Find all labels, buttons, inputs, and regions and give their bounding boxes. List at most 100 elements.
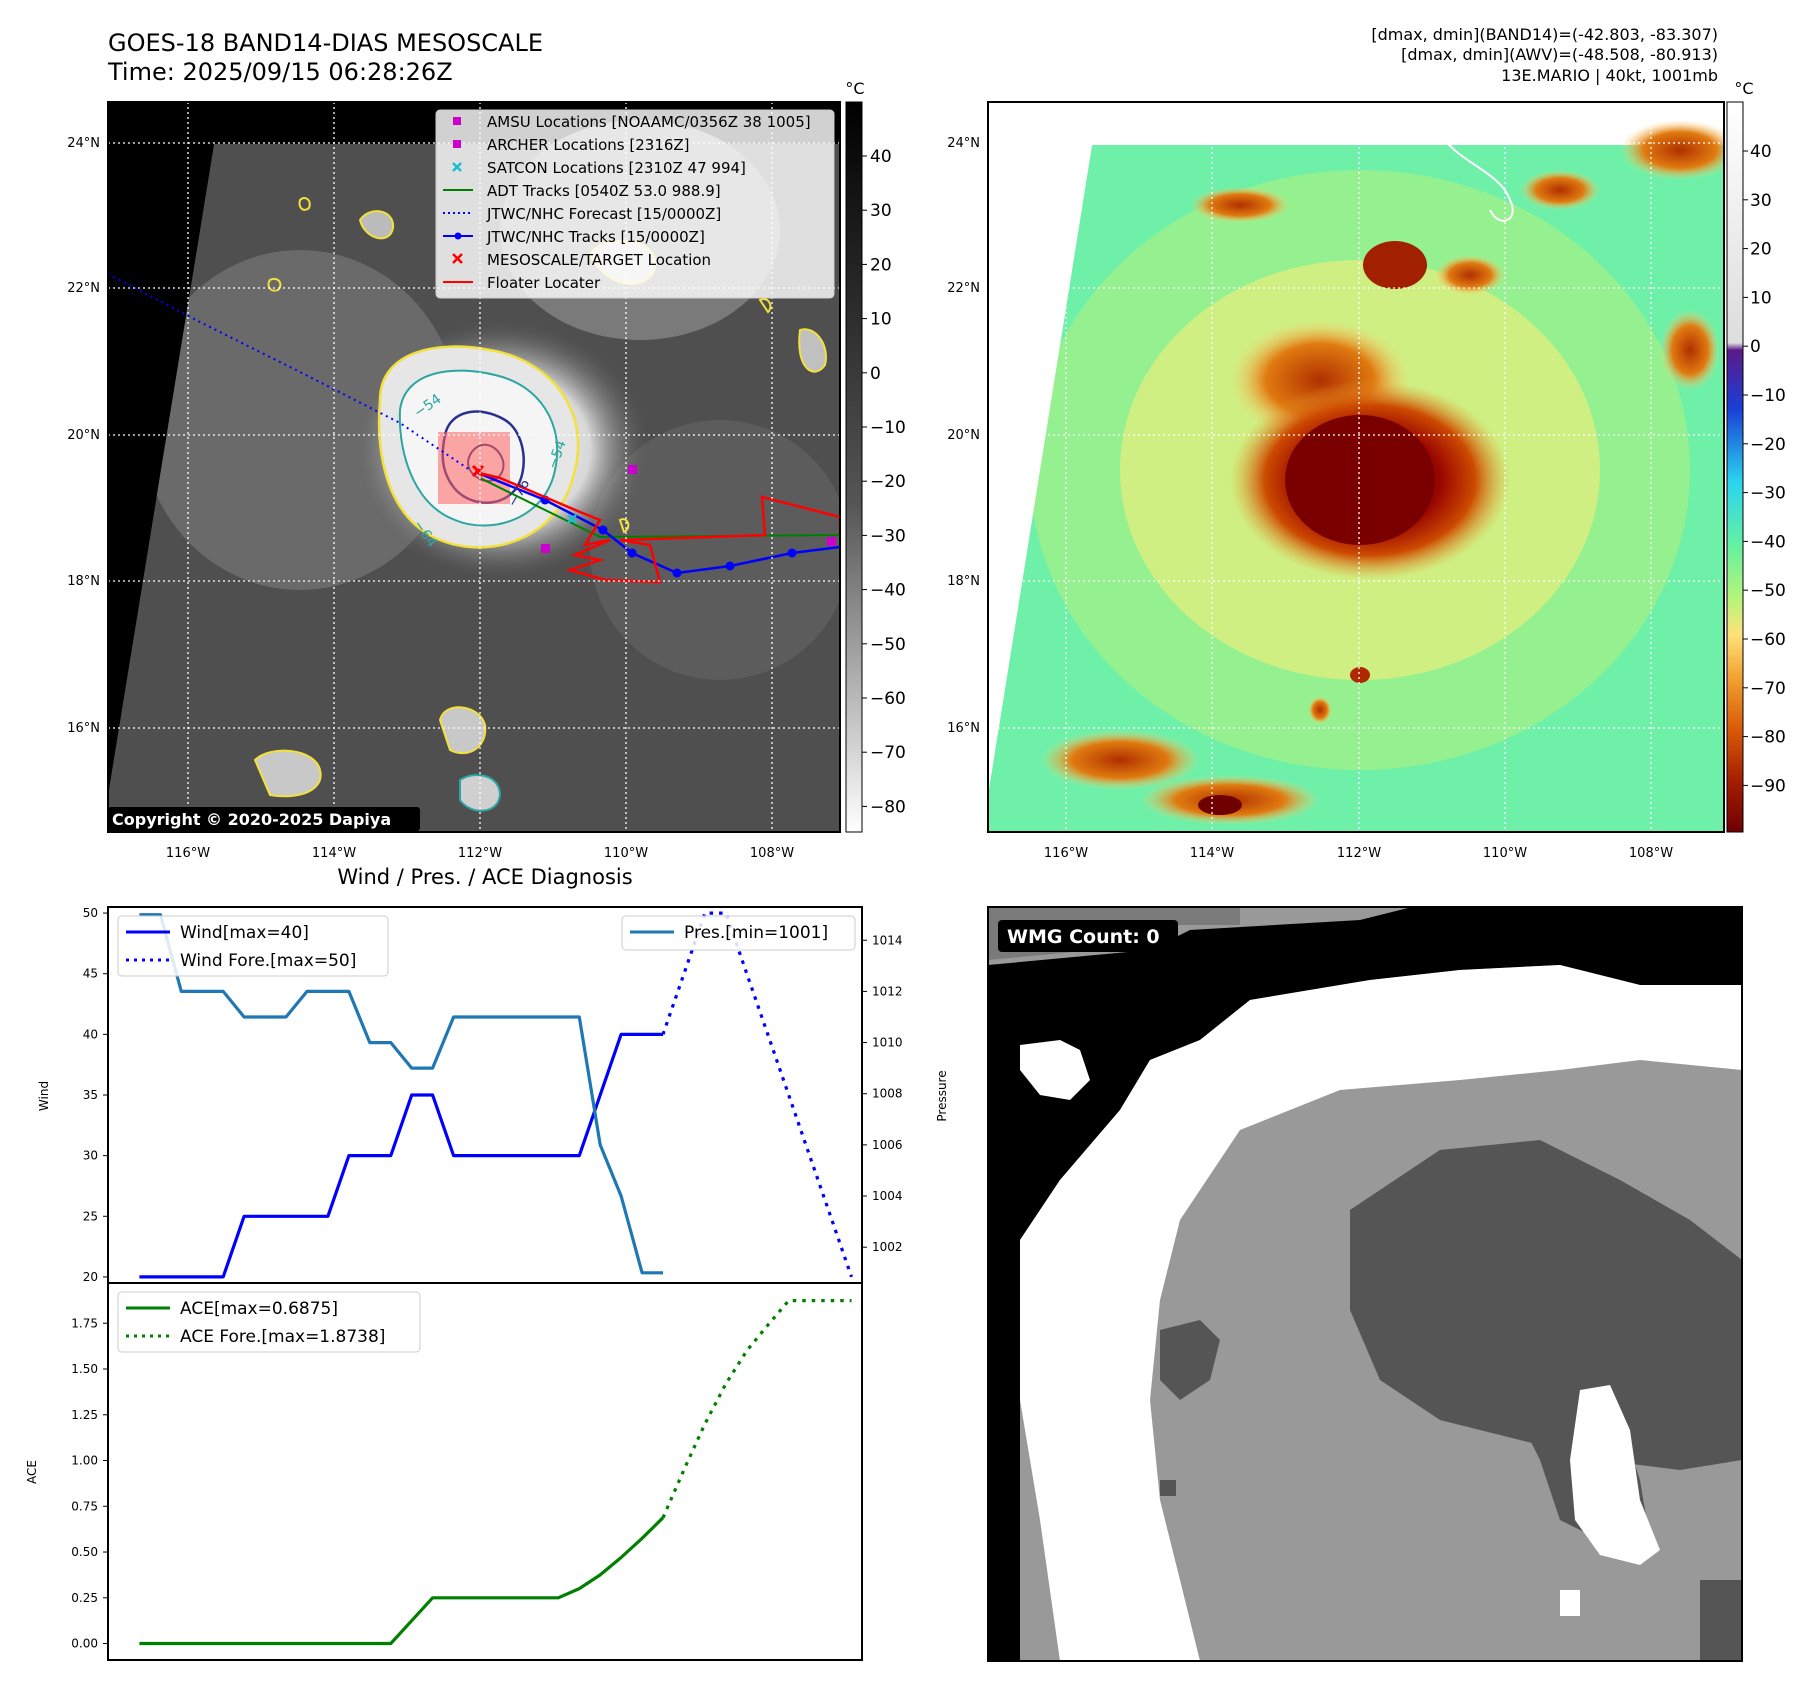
y-tick-label: 1.75	[71, 1316, 98, 1330]
awv-lat-label: 20°N	[947, 428, 980, 443]
series-line-1	[661, 1298, 852, 1519]
legend-satcon-label: SATCON Locations [2310Z 47 994]	[487, 159, 746, 177]
ir-colorbar-tick: 30	[870, 201, 892, 221]
legend-mesoscale-label: MESOSCALE/TARGET Location	[487, 251, 711, 269]
legend-jtwc-tracks-label: JTWC/NHC Tracks [15/0000Z]	[486, 228, 705, 246]
ir-lat-label: 24°N	[67, 136, 100, 151]
y-right-tick-label: 1006	[872, 1138, 903, 1152]
stat-line3: 13E.MARIO | 40kt, 1001mb	[1501, 66, 1718, 85]
ir-colorbar-tick: −30	[870, 526, 906, 546]
stat-line2: [dmax, dmin](AWV)=(-48.508, -80.913)	[1401, 45, 1718, 64]
awv-lon-label: 116°W	[1044, 846, 1088, 861]
pressure-axis-ticks: 1014 1012 1010 1008 1006 1004 1002	[862, 933, 903, 1254]
ir-colorbar-tick: −40	[870, 581, 906, 601]
awv-lat-label: 22°N	[947, 281, 980, 296]
awv-lon-label: 108°W	[1629, 846, 1673, 861]
y-tick-label: 25	[83, 1209, 98, 1223]
ir-lon-label: 114°W	[312, 846, 356, 861]
main-title-line2: Time: 2025/09/15 06:28:26Z	[107, 58, 453, 86]
legend-pressure-label: Pres.[min=1001]	[684, 923, 828, 943]
ir-colorbar-tick: −80	[870, 797, 906, 817]
stat-line1: [dmax, dmin](BAND14)=(-42.803, -83.307)	[1371, 25, 1718, 44]
y-tick-label: 1.25	[71, 1408, 98, 1422]
wind-axis-label: Wind	[37, 1081, 51, 1111]
legend-adt-label: ADT Tracks [0540Z 53.0 988.9]	[487, 182, 721, 200]
wmg-panel	[988, 907, 1742, 1661]
y-right-tick-label: 1002	[872, 1240, 903, 1254]
ace-legend: ACE[max=0.6875] ACE Fore.[max=1.8738]	[117, 1291, 421, 1353]
ir-colorbar-tick: −50	[870, 635, 906, 655]
awv-colorbar-tick: 40	[1750, 142, 1772, 162]
wmg-count-badge: WMG Count: 0	[998, 920, 1178, 952]
y-tick-label: 0.75	[71, 1499, 98, 1513]
series-line-0	[139, 1032, 663, 1279]
awv-colorbar-tick: 0	[1750, 337, 1761, 357]
awv-colorbar-tick: −30	[1750, 484, 1786, 504]
legend-jtwc-forecast-label: JTWC/NHC Forecast [15/0000Z]	[486, 205, 721, 223]
pressure-axis-label: Pressure	[935, 1070, 949, 1121]
awv-colorbar-tick: 30	[1750, 191, 1772, 211]
y-tick-label: 50	[83, 906, 98, 920]
jtwc-forecast-track	[108, 273, 471, 471]
ir-lat-label: 18°N	[67, 574, 100, 589]
awv-colorbar-tick: −90	[1750, 776, 1786, 796]
diagnosis-title: Wind / Pres. / ACE Diagnosis	[337, 865, 632, 889]
y-tick-label: 35	[83, 1088, 98, 1102]
ir-colorbar-tick: 10	[870, 310, 892, 330]
ace-axis-label: ACE	[25, 1460, 39, 1484]
legend-ace-label: ACE[max=0.6875]	[180, 1299, 338, 1319]
ir-colorbar-ticks: 40 30 20 10 0 −10 −20 −30 −40 −50 −60 −70 −80	[862, 147, 906, 817]
awv-lon-label: 112°W	[1337, 846, 1381, 861]
y-right-tick-label: 1012	[872, 984, 903, 998]
awv-colorbar-tick: −80	[1750, 728, 1786, 748]
ir-colorbar-tick: 40	[870, 147, 892, 167]
wmg-count-text: WMG Count: 0	[1007, 926, 1160, 948]
awv-lat-label: 16°N	[947, 721, 980, 736]
awv-gridlines	[988, 102, 1724, 832]
y-right-tick-label: 1008	[872, 1087, 903, 1101]
awv-lat-label: 24°N	[947, 136, 980, 151]
ir-colorbar-tick: 0	[870, 364, 881, 384]
y-right-tick-label: 1004	[872, 1189, 903, 1203]
ir-lon-label: 112°W	[458, 846, 502, 861]
y-tick-label: 45	[83, 967, 98, 981]
y-tick-label: 0.50	[71, 1545, 98, 1559]
awv-colorbar-unit: °C	[1734, 79, 1753, 98]
ir-axes-labels: 116°W 114°W 112°W 110°W 108°W 24°N 22°N 20°N 18°…	[67, 136, 794, 861]
series-line-0	[139, 1516, 665, 1646]
pressure-legend: Pres.[min=1001]	[621, 915, 856, 951]
ir-colorbar-tick: −60	[870, 689, 906, 709]
ir-colorbar-tick: −10	[870, 418, 906, 438]
ir-colorbar: °C	[845, 79, 865, 833]
y-right-tick-label: 1014	[872, 933, 903, 947]
series-line-2	[139, 913, 663, 1275]
awv-colorbar-tick: 20	[1750, 240, 1772, 260]
y-tick-label: 1.50	[71, 1362, 98, 1376]
y-tick-label: 1.00	[71, 1454, 98, 1468]
copyright-badge: Copyright © 2020-2025 Dapiya	[108, 807, 420, 831]
awv-axes-labels: 116°W 114°W 112°W 110°W 108°W 24°N 22°N 20°N 18°…	[947, 136, 1673, 861]
archer-marker	[541, 544, 550, 553]
ace-plot	[139, 1298, 852, 1646]
ir-lat-label: 16°N	[67, 721, 100, 736]
y-tick-label: 20	[83, 1270, 98, 1284]
main-title-line1: GOES-18 BAND14-DIAS MESOSCALE	[108, 29, 543, 57]
ir-colorbar-unit: °C	[845, 79, 864, 98]
awv-lon-label: 110°W	[1483, 846, 1527, 861]
awv-colorbar-ticks: 40 30 20 10 0 −10 −20 −30 −40 −50 −60 −70 −80 −90	[1743, 142, 1786, 796]
ir-lat-label: 20°N	[67, 428, 100, 443]
amsu-marker	[628, 465, 637, 474]
awv-colorbar-tick: −40	[1750, 532, 1786, 552]
awv-map-panel	[988, 102, 1724, 832]
legend-wind-fore-label: Wind Fore.[max=50]	[180, 951, 356, 971]
legend-floater-label: Floater Locater	[487, 274, 601, 292]
awv-colorbar-tick: −60	[1750, 630, 1786, 650]
ir-colorbar-tick: 20	[870, 255, 892, 275]
awv-lat-label: 18°N	[947, 574, 980, 589]
awv-colorbar-tick: −10	[1750, 386, 1786, 406]
awv-colorbar-tick: −50	[1750, 581, 1786, 601]
ir-lon-label: 116°W	[166, 846, 210, 861]
copyright-text: Copyright © 2020-2025 Dapiya	[112, 810, 391, 829]
awv-colorbar-tick: 10	[1750, 288, 1772, 308]
